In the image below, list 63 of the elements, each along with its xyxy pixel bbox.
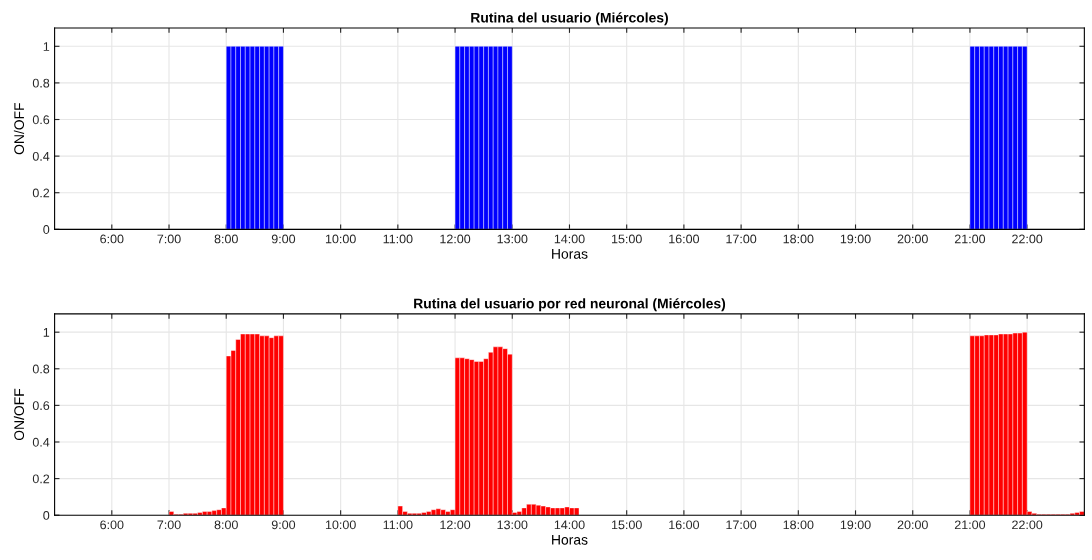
x-tick-label: 13:00 <box>497 234 528 244</box>
y-tick-label: 0.2 <box>32 474 50 484</box>
y-tick-label: 0.4 <box>32 151 50 161</box>
bar <box>473 361 480 516</box>
bar <box>516 511 523 516</box>
x-tick-label: 9:00 <box>271 234 296 244</box>
y-axis-title: ON/OFF <box>13 102 25 155</box>
chart-title: Rutina del usuario por red neuronal (Miércoles) <box>414 298 726 312</box>
x-tick-label: 6:00 <box>100 234 124 244</box>
x-tick-label: 10:00 <box>325 520 356 530</box>
y-tick-label: 0 <box>43 511 50 520</box>
y-tick-label: 0.4 <box>32 437 50 447</box>
x-tick-label: 14:00 <box>554 234 585 244</box>
x-tick-label: 15:00 <box>612 234 642 244</box>
x-tick-label: 13:00 <box>497 520 528 530</box>
chart-title: Rutina del usuario (Miércoles) <box>471 12 668 26</box>
bar <box>268 337 275 516</box>
x-tick-label: 15:00 <box>612 520 642 530</box>
x-tick-label: 6:00 <box>100 520 124 530</box>
x-tick-label: 8:00 <box>214 234 238 244</box>
x-tick-label: 20:00 <box>897 520 928 530</box>
x-tick-label: 21:00 <box>954 234 986 244</box>
bar <box>969 335 975 516</box>
x-tick-label: 20:00 <box>897 234 928 244</box>
y-tick-label: 0.2 <box>32 188 50 198</box>
x-tick-label: 17:00 <box>726 234 757 244</box>
x-tick-label: 12:00 <box>440 520 471 530</box>
x-tick-label: 8:00 <box>214 520 238 530</box>
bar <box>1007 333 1014 516</box>
x-tick-label: 12:00 <box>440 234 471 244</box>
bar <box>454 357 461 516</box>
y-tick-label: 0.6 <box>32 115 50 125</box>
x-tick-label: 11:00 <box>383 520 413 530</box>
x-tick-label: 21:00 <box>954 520 986 530</box>
y-tick-label: 0.8 <box>32 364 50 374</box>
x-tick-label: 19:00 <box>840 234 871 244</box>
x-tick-label: 16:00 <box>669 234 700 244</box>
x-tick-label: 7:00 <box>157 234 181 244</box>
y-axis-title: ON/OFF <box>13 388 25 441</box>
y-tick-label: 0 <box>43 225 50 234</box>
x-tick-label: 22:00 <box>1012 234 1043 244</box>
y-tick-label: 1 <box>43 42 50 51</box>
x-tick-label: 10:00 <box>325 234 356 244</box>
y-tick-label: 0.6 <box>32 401 50 411</box>
bar <box>249 333 256 516</box>
x-tick-label: 22:00 <box>1012 520 1043 530</box>
x-tick-label: 7:00 <box>157 520 181 530</box>
x-tick-label: 11:00 <box>383 234 413 244</box>
x-tick-label: 17:00 <box>726 520 757 530</box>
x-tick-label: 14:00 <box>554 520 585 530</box>
x-tick-label: 18:00 <box>783 234 814 244</box>
x-tick-label: 19:00 <box>840 520 871 530</box>
bar <box>168 511 174 516</box>
x-tick-label: 16:00 <box>669 520 700 530</box>
y-tick-label: 1 <box>43 328 50 337</box>
x-tick-label: 18:00 <box>783 520 814 530</box>
bar <box>535 504 542 516</box>
y-tick-label: 0.8 <box>32 78 50 88</box>
bar <box>988 334 994 516</box>
x-axis-title: Horas <box>552 535 588 545</box>
bar <box>211 510 217 516</box>
x-axis-title: Horas <box>552 249 588 259</box>
x-tick-label: 9:00 <box>271 520 296 530</box>
